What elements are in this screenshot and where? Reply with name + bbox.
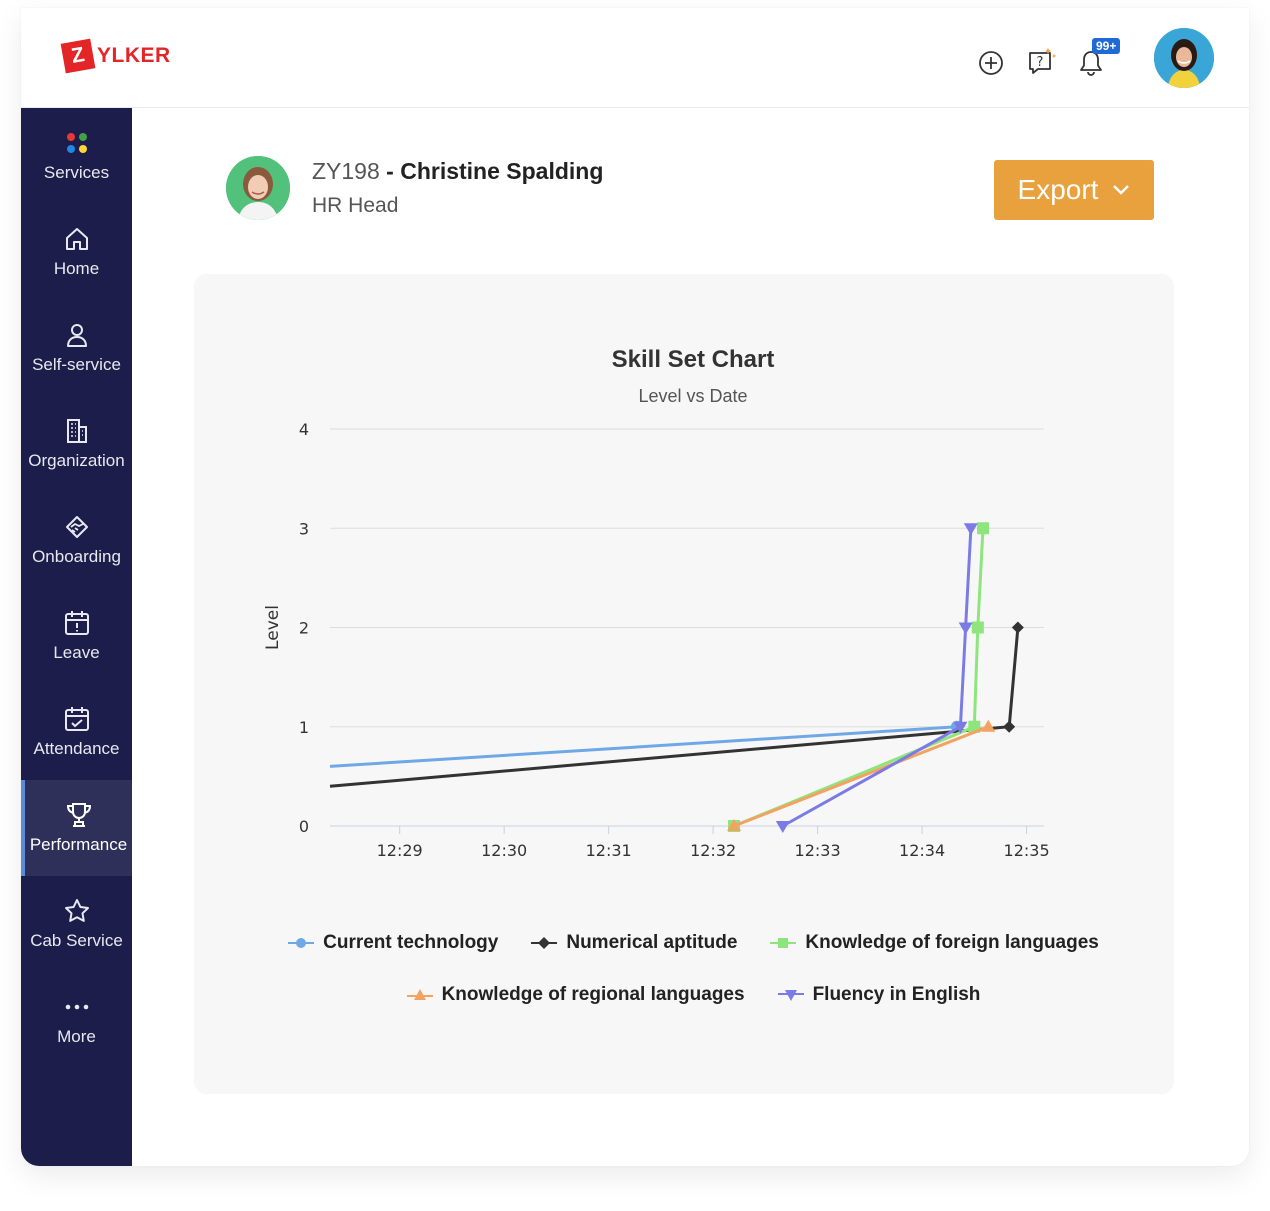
y-tick-label: 1 <box>299 718 309 737</box>
sidebar-item-cab-service[interactable]: Cab Service <box>21 876 132 972</box>
sidebar-item-label: Services <box>43 163 110 182</box>
legend-item-fluency-in-english[interactable]: Fluency in English <box>777 984 981 1006</box>
trophy-icon <box>66 803 91 827</box>
legend-item-numerical-aptitude[interactable]: Numerical aptitude <box>530 932 737 954</box>
data-point <box>958 622 973 635</box>
data-point <box>1011 621 1024 634</box>
legend-item-current-technology[interactable]: Current technology <box>287 932 498 954</box>
sidebar-item-label: More <box>57 1027 96 1046</box>
skill-set-chart: 0 1 2 3 4 12:29 12:30 12:31 12:32 12:33 12:34 12:35… <box>263 420 1050 860</box>
main-content: ZY198 - Christine Spalding HR Head Expor… <box>132 108 1249 1166</box>
series-line <box>782 528 973 828</box>
y-tick-label: 3 <box>299 519 309 538</box>
add-icon[interactable] <box>976 48 1006 78</box>
logo-mark: Z <box>60 38 96 74</box>
series-line <box>329 725 957 768</box>
sidebar-item-self-service[interactable]: Self-service <box>21 300 132 396</box>
export-button[interactable]: Export <box>994 160 1154 220</box>
employee-avatar <box>226 156 290 220</box>
sidebar-item-label: Leave <box>53 643 100 662</box>
legend-row-1: Current technology Numerical aptitude Kn… <box>194 932 1192 954</box>
calendar-alert-icon <box>64 611 89 635</box>
x-tick-label: 12:30 <box>481 841 527 860</box>
notifications-badge: 99+ <box>1092 38 1121 54</box>
legend-item-regional-languages[interactable]: Knowledge of regional languages <box>406 984 745 1006</box>
star-icon <box>64 899 89 922</box>
sidebar-item-label: Home <box>53 259 100 278</box>
employee-id: ZY198 <box>312 158 380 184</box>
sidebar-item-organization[interactable]: Organization <box>21 396 132 492</box>
data-point <box>971 621 984 634</box>
legend-item-foreign-languages[interactable]: Knowledge of foreign languages <box>769 932 1099 954</box>
series-line <box>733 528 985 828</box>
zylker-logo[interactable]: Z YLKER <box>60 38 171 74</box>
top-bar: Z YLKER ? 99+ <box>21 8 1249 108</box>
user-icon <box>66 324 87 347</box>
export-label: Export <box>1017 174 1099 205</box>
more-icon <box>65 1004 88 1010</box>
y-tick-label: 4 <box>299 420 309 439</box>
chart-subtitle: Level vs Date <box>638 386 748 406</box>
handshake-icon <box>65 516 88 538</box>
series-line <box>733 725 989 828</box>
sidebar-item-leave[interactable]: Leave <box>21 588 132 684</box>
employee-name: Christine Spalding <box>400 158 604 184</box>
sidebar-item-services[interactable]: Services <box>21 108 132 204</box>
svg-text:?: ? <box>1037 55 1044 70</box>
data-point <box>775 821 790 833</box>
sidebar-item-label: Onboarding <box>32 547 121 566</box>
sidebar-item-attendance[interactable]: Attendance <box>21 684 132 780</box>
sidebar-item-more[interactable]: More <box>21 972 132 1068</box>
legend-label: Fluency in English <box>812 984 981 1005</box>
x-tick-label: 12:34 <box>899 841 945 860</box>
skill-set-chart-card: Skill Set Chart Level vs Date 0 1 2 3 4 12:29… <box>194 274 1174 1094</box>
legend-label: Knowledge of regional languages <box>441 984 745 1005</box>
legend-label: Knowledge of foreign languages <box>805 932 1099 953</box>
data-point <box>953 721 968 734</box>
data-point <box>963 523 978 536</box>
employee-role: HR Head <box>312 194 399 217</box>
sidebar-item-label: Performance <box>29 835 128 854</box>
y-tick-label: 2 <box>299 619 309 638</box>
building-icon <box>66 419 87 443</box>
employee-heading: ZY198 - Christine Spalding <box>312 158 603 185</box>
legend-label: Current technology <box>323 932 499 953</box>
chevron-down-icon <box>1113 185 1130 195</box>
x-tick-label: 12:32 <box>690 841 736 860</box>
sidebar-item-onboarding[interactable]: Onboarding <box>21 492 132 588</box>
series-line <box>329 627 1020 788</box>
chart-title: Skill Set Chart <box>611 346 775 373</box>
calendar-check-icon <box>64 707 89 731</box>
home-icon <box>65 228 88 250</box>
x-tick-label: 12:35 <box>1004 841 1050 860</box>
services-icon <box>66 133 87 153</box>
x-tick-label: 12:29 <box>377 841 423 860</box>
sidebar-item-label: Cab Service <box>30 931 123 950</box>
sidebar: Services Home Self-service Organization <box>21 108 132 1166</box>
help-icon[interactable]: ? <box>1026 48 1056 78</box>
legend-row-2: Knowledge of regional languages Fluency … <box>194 984 1192 1006</box>
data-point <box>981 719 996 732</box>
data-point <box>1003 720 1016 733</box>
x-tick-label: 12:31 <box>586 841 632 860</box>
y-axis-label: Level <box>263 605 283 650</box>
sidebar-item-label: Organization <box>28 451 125 470</box>
employee-separator: - <box>379 158 401 184</box>
legend-label: Numerical aptitude <box>566 932 738 953</box>
sidebar-item-performance[interactable]: Performance <box>21 780 132 876</box>
user-avatar[interactable] <box>1154 28 1214 88</box>
x-tick-label: 12:33 <box>795 841 841 860</box>
data-point <box>977 522 990 535</box>
sidebar-item-label: Attendance <box>33 739 120 758</box>
data-point <box>727 819 742 831</box>
sidebar-item-label: Self-service <box>32 355 121 374</box>
y-tick-label: 0 <box>299 817 309 836</box>
app-window: Z YLKER ? 99+ <box>21 8 1249 1166</box>
logo-text: YLKER <box>97 44 171 67</box>
sidebar-item-home[interactable]: Home <box>21 204 132 300</box>
